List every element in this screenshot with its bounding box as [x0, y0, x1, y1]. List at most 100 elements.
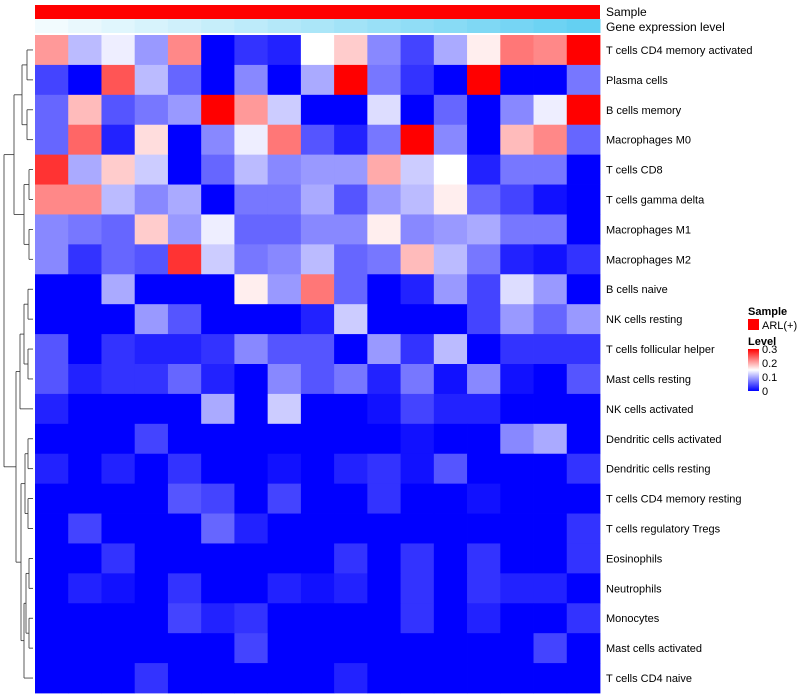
heatmap-cell: [566, 483, 601, 514]
heatmap-cell: [533, 124, 568, 156]
row-label: NK cells activated: [606, 404, 693, 416]
heatmap-cell: [300, 274, 335, 305]
heatmap-cell: [533, 423, 568, 455]
heatmap-cell: [201, 64, 235, 96]
heatmap-cell: [500, 274, 534, 305]
heatmap-cell: [334, 35, 368, 66]
heatmap-cell: [201, 423, 235, 455]
heatmap-cell: [400, 603, 435, 634]
heatmap-cell: [134, 573, 169, 604]
heatmap-cell: [68, 35, 102, 66]
heatmap-cell: [367, 334, 401, 365]
heatmap-cell: [234, 94, 269, 126]
heatmap-cell: [400, 453, 435, 485]
heatmap-cell: [167, 603, 202, 634]
heatmap-cell: [334, 453, 368, 485]
heatmap-cell: [566, 663, 601, 694]
row-label: T cells CD8: [606, 165, 663, 177]
heatmap-cell: [134, 364, 169, 395]
heatmap-cell: [400, 35, 435, 66]
heatmap-cell: [68, 453, 102, 485]
row-label: T cells CD4 naive: [606, 673, 692, 685]
expression-level-cell: [35, 19, 69, 33]
row-label: Mast cells resting: [606, 374, 691, 386]
heatmap-cell: [101, 124, 136, 156]
heatmap-cell: [467, 154, 501, 185]
legend-level-gradient: [748, 349, 759, 391]
heatmap-cell: [467, 35, 501, 66]
heatmap-cell: [201, 393, 235, 425]
heatmap-cell: [167, 483, 202, 514]
heatmap-cell: [334, 334, 368, 365]
heatmap-cell: [101, 334, 136, 365]
heatmap-cell: [134, 244, 169, 275]
heatmap-cell: [101, 573, 136, 604]
heatmap-cell: [334, 274, 368, 305]
heatmap-cell: [367, 64, 401, 96]
expression-level-cell: [467, 19, 501, 33]
heatmap-cell: [134, 35, 169, 66]
heatmap-cell: [467, 94, 501, 126]
expression-level-cell: [334, 19, 368, 33]
row-label: Dendritic cells activated: [606, 434, 722, 446]
heatmap-cell: [134, 214, 169, 245]
heatmap-cell: [533, 543, 568, 574]
heatmap-cell: [334, 483, 368, 514]
heatmap-cell: [201, 244, 235, 275]
heatmap-cell: [467, 483, 501, 514]
heatmap-cell: [267, 663, 302, 694]
heatmap-cell: [367, 184, 401, 215]
heatmap-cell: [68, 244, 102, 275]
heatmap-cell: [566, 633, 601, 664]
heatmap-cell: [234, 304, 269, 335]
heatmap-cell: [400, 633, 435, 664]
heatmap-cell: [300, 64, 335, 96]
heatmap-cell: [433, 573, 468, 604]
heatmap-cell: [101, 304, 136, 335]
heatmap-cell: [433, 274, 468, 305]
heatmap-cell: [566, 35, 601, 66]
heatmap-cell: [400, 483, 435, 514]
heatmap-cell: [101, 154, 136, 185]
heatmap-cell: [101, 423, 136, 455]
heatmap-cell: [101, 274, 136, 305]
heatmap-cell: [201, 364, 235, 395]
heatmap-cell: [134, 94, 169, 126]
heatmap-cell: [234, 244, 269, 275]
heatmap-cell: [433, 543, 468, 574]
heatmap-cell: [533, 453, 568, 485]
heatmap-cell: [533, 304, 568, 335]
heatmap-cell: [467, 244, 501, 275]
heatmap-cell: [566, 214, 601, 245]
heatmap-cell: [433, 603, 468, 634]
expression-level-cell: [68, 19, 102, 33]
legend-level-tick: 0.1: [762, 372, 777, 384]
heatmap-cell: [68, 663, 102, 694]
heatmap-cell: [134, 274, 169, 305]
heatmap-cell: [334, 603, 368, 634]
heatmap-cell: [234, 393, 269, 425]
heatmap-cell: [134, 513, 169, 544]
heatmap-cell: [267, 154, 302, 185]
heatmap-cell: [201, 543, 235, 574]
heatmap-cell: [234, 214, 269, 245]
heatmap-cell: [300, 603, 335, 634]
heatmap-cell: [367, 483, 401, 514]
heatmap-cell: [134, 483, 169, 514]
heatmap-cell: [68, 64, 102, 96]
row-label: Neutrophils: [606, 583, 662, 595]
heatmap-cell: [167, 94, 202, 126]
heatmap-cell: [234, 184, 269, 215]
heatmap-cell: [467, 513, 501, 544]
heatmap-cell: [234, 603, 269, 634]
heatmap-cell: [367, 244, 401, 275]
heatmap-cell: [566, 64, 601, 96]
heatmap-cell: [467, 304, 501, 335]
heatmap-cell: [201, 334, 235, 365]
heatmap-cell: [300, 633, 335, 664]
heatmap-cell: [35, 453, 69, 485]
heatmap-cell: [35, 483, 69, 514]
heatmap-cell: [367, 543, 401, 574]
heatmap-cell: [35, 603, 69, 634]
